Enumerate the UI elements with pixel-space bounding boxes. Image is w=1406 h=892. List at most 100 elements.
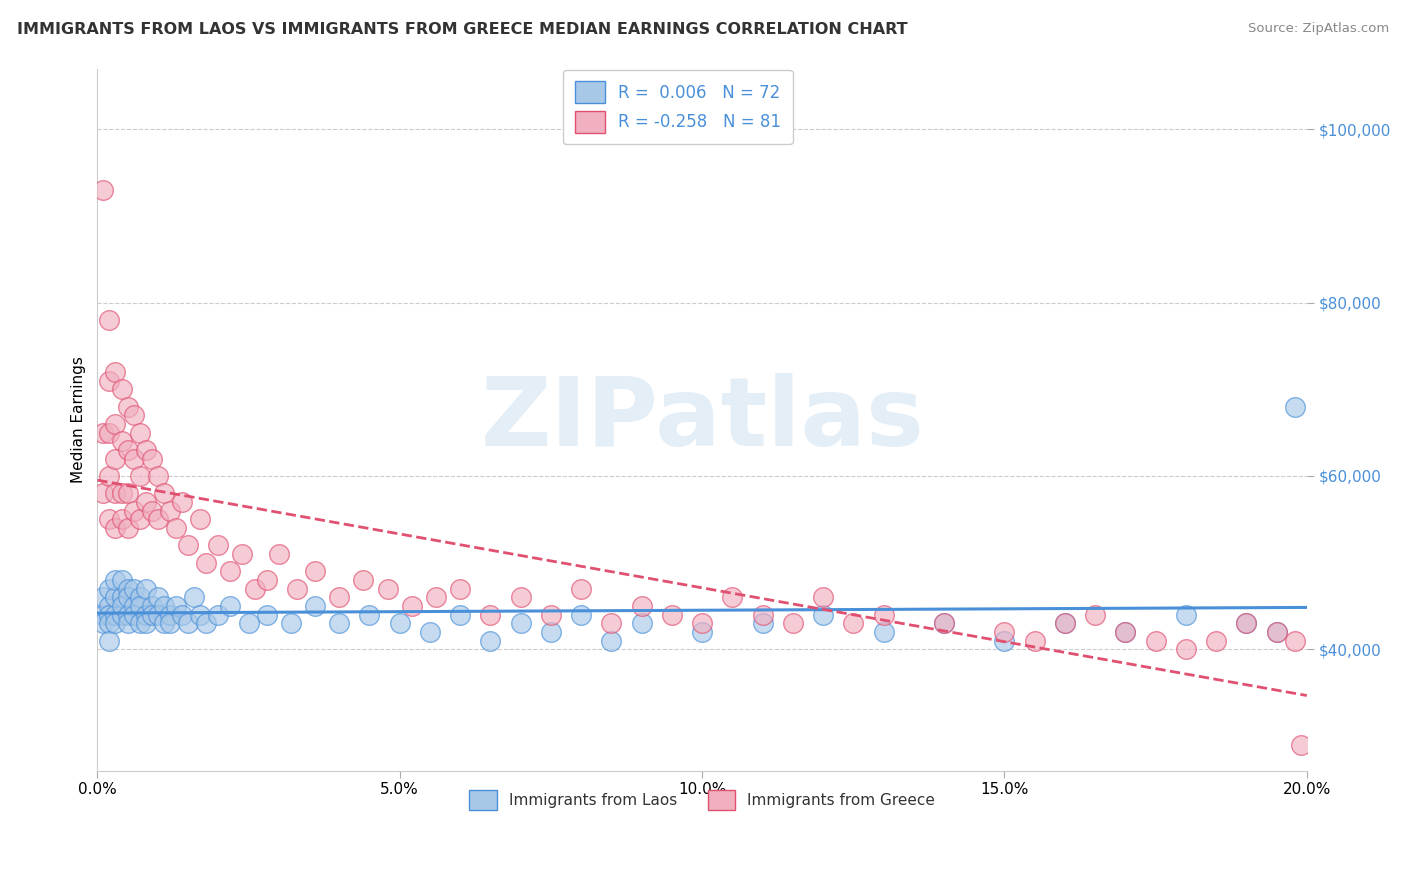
Point	[425, 591, 447, 605]
Point	[159, 607, 181, 622]
Point	[93, 607, 115, 622]
Point	[285, 582, 308, 596]
Point	[117, 616, 139, 631]
Point	[93, 183, 115, 197]
Point	[110, 573, 132, 587]
Point	[1289, 738, 1312, 752]
Point	[98, 616, 121, 631]
Point	[721, 591, 744, 605]
Point	[98, 425, 121, 440]
Point	[98, 633, 121, 648]
Point	[872, 607, 894, 622]
Point	[256, 607, 278, 622]
Point	[1144, 633, 1167, 648]
Point	[159, 503, 181, 517]
Point	[449, 582, 471, 596]
Point	[141, 451, 163, 466]
Point	[104, 451, 127, 466]
Point	[328, 616, 350, 631]
Point	[1174, 642, 1197, 657]
Point	[117, 521, 139, 535]
Point	[811, 591, 834, 605]
Point	[98, 599, 121, 613]
Point	[153, 616, 176, 631]
Point	[110, 486, 132, 500]
Point	[256, 573, 278, 587]
Point	[93, 616, 115, 631]
Point	[219, 599, 242, 613]
Point	[993, 633, 1015, 648]
Point	[1284, 633, 1306, 648]
Point	[811, 607, 834, 622]
Point	[98, 469, 121, 483]
Point	[128, 599, 150, 613]
Point	[243, 582, 266, 596]
Point	[231, 547, 253, 561]
Point	[304, 599, 326, 613]
Point	[117, 400, 139, 414]
Point	[122, 503, 145, 517]
Point	[690, 616, 713, 631]
Point	[153, 486, 176, 500]
Point	[110, 382, 132, 396]
Point	[104, 486, 127, 500]
Point	[630, 599, 652, 613]
Point	[1284, 400, 1306, 414]
Point	[600, 633, 623, 648]
Point	[141, 607, 163, 622]
Point	[98, 374, 121, 388]
Point	[170, 607, 193, 622]
Point	[1053, 616, 1076, 631]
Point	[128, 425, 150, 440]
Point	[419, 625, 441, 640]
Point	[135, 616, 157, 631]
Point	[135, 607, 157, 622]
Point	[479, 633, 502, 648]
Point	[104, 521, 127, 535]
Point	[122, 607, 145, 622]
Point	[98, 313, 121, 327]
Point	[401, 599, 423, 613]
Point	[159, 616, 181, 631]
Point	[93, 591, 115, 605]
Point	[104, 417, 127, 431]
Point	[509, 591, 531, 605]
Point	[153, 599, 176, 613]
Point	[1024, 633, 1046, 648]
Point	[359, 607, 381, 622]
Point	[751, 607, 773, 622]
Point	[128, 591, 150, 605]
Text: ZIPatlas: ZIPatlas	[479, 373, 924, 467]
Point	[98, 512, 121, 526]
Point	[388, 616, 411, 631]
Point	[146, 512, 169, 526]
Point	[600, 616, 623, 631]
Legend: Immigrants from Laos, Immigrants from Greece: Immigrants from Laos, Immigrants from Gr…	[463, 784, 941, 815]
Point	[188, 607, 211, 622]
Point	[117, 607, 139, 622]
Point	[122, 409, 145, 423]
Text: IMMIGRANTS FROM LAOS VS IMMIGRANTS FROM GREECE MEDIAN EARNINGS CORRELATION CHART: IMMIGRANTS FROM LAOS VS IMMIGRANTS FROM …	[17, 22, 907, 37]
Point	[188, 512, 211, 526]
Point	[661, 607, 683, 622]
Point	[98, 607, 121, 622]
Point	[280, 616, 302, 631]
Point	[569, 607, 592, 622]
Point	[932, 616, 955, 631]
Point	[177, 616, 200, 631]
Point	[304, 564, 326, 578]
Point	[207, 538, 229, 552]
Point	[104, 591, 127, 605]
Point	[377, 582, 399, 596]
Point	[170, 495, 193, 509]
Point	[238, 616, 260, 631]
Point	[98, 582, 121, 596]
Point	[352, 573, 374, 587]
Point	[104, 616, 127, 631]
Point	[183, 591, 205, 605]
Point	[328, 591, 350, 605]
Point	[267, 547, 290, 561]
Point	[1114, 625, 1136, 640]
Point	[1234, 616, 1257, 631]
Point	[141, 599, 163, 613]
